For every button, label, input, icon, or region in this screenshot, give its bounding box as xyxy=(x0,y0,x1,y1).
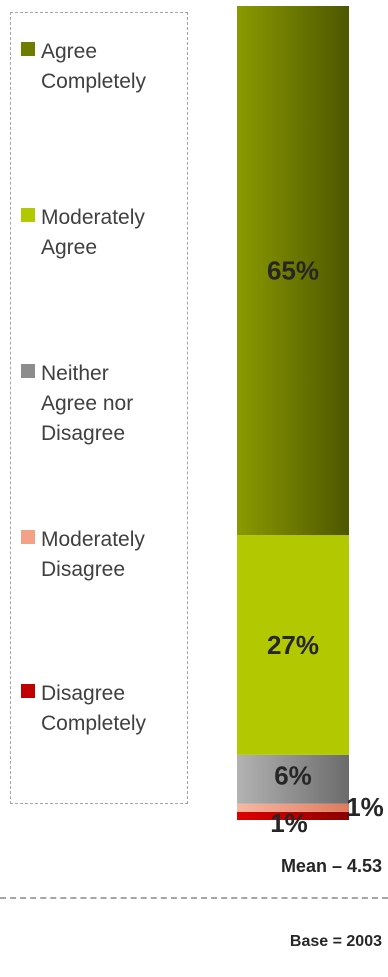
legend: Agree Completely Moderately Agree Neithe… xyxy=(10,12,188,804)
base-label: Base = 2003 xyxy=(289,933,382,950)
legend-item-moderately-agree: Moderately Agree xyxy=(21,203,191,263)
legend-item-disagree-completely: Disagree Completely xyxy=(21,679,191,739)
bar-segment-moderately-disagree xyxy=(237,803,349,812)
legend-label-moderately-disagree: Moderately Disagree xyxy=(41,528,145,581)
legend-item-agree-completely: Agree Completely xyxy=(21,37,191,97)
bar-segment-agree-completely xyxy=(237,6,349,536)
legend-swatch-disagree-completely xyxy=(21,684,35,698)
data-label-moderately-disagree: 1% xyxy=(346,792,384,822)
legend-item-moderately-disagree: Moderately Disagree xyxy=(21,525,191,585)
bar-segment-disagree-completely xyxy=(237,811,349,820)
separator-line xyxy=(0,897,388,899)
data-label-moderately-agree: 27% xyxy=(267,630,319,660)
legend-swatch-moderately-disagree xyxy=(21,530,35,544)
legend-label-moderately-agree: Moderately Agree xyxy=(41,206,145,259)
data-label-agree-completely: 65% xyxy=(267,256,319,286)
bar-segment-neither xyxy=(237,754,349,804)
data-label-neither: 6% xyxy=(274,760,312,790)
legend-label-agree-completely: Agree Completely xyxy=(41,40,147,93)
legend-swatch-neither xyxy=(21,364,35,378)
data-label-disagree-completely: 1% xyxy=(270,808,308,838)
legend-label-disagree-completely: Disagree Completely xyxy=(41,682,147,735)
legend-swatch-agree-completely xyxy=(21,42,35,56)
mean-label: Mean – 4.53 xyxy=(280,856,382,876)
bar-segment-moderately-agree xyxy=(237,535,349,755)
legend-label-neither: Neither Agree nor Disagree xyxy=(41,362,134,445)
legend-item-neither: Neither Agree nor Disagree xyxy=(21,359,191,449)
legend-swatch-moderately-agree xyxy=(21,208,35,222)
